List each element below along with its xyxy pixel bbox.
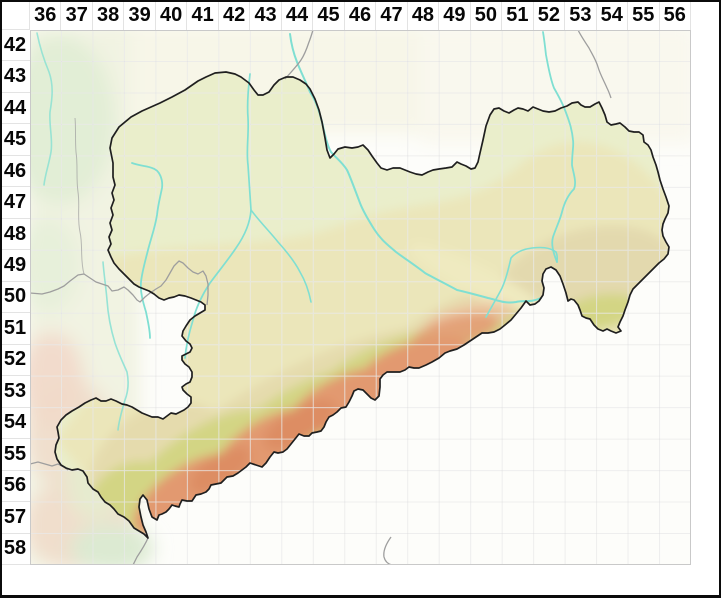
rivers xyxy=(36,31,576,431)
column-label-47: 47 xyxy=(376,0,408,30)
row-label-43: 43 xyxy=(0,61,30,93)
column-label-42: 42 xyxy=(219,0,251,30)
column-label-46: 46 xyxy=(345,0,377,30)
row-label-42: 42 xyxy=(0,30,30,62)
column-label-51: 51 xyxy=(502,0,534,30)
border-czech-curve xyxy=(383,536,393,565)
column-label-49: 49 xyxy=(439,0,471,30)
column-label-50: 50 xyxy=(471,0,503,30)
border-anhalt-north xyxy=(74,117,85,275)
row-label-49: 49 xyxy=(0,250,30,282)
row-label-58: 58 xyxy=(0,534,30,565)
column-label-45: 45 xyxy=(313,0,345,30)
row-label-55: 55 xyxy=(0,439,30,471)
column-label-48: 48 xyxy=(408,0,440,30)
row-label-50: 50 xyxy=(0,282,30,314)
column-label-41: 41 xyxy=(187,0,219,30)
column-label-37: 37 xyxy=(61,0,93,30)
column-label-36: 36 xyxy=(30,0,62,30)
column-header-band: 36 37 38 39 40 41 42 43 44 45 46 47 48 49 50 51 52 53 54 55… xyxy=(0,0,721,30)
longitude-band: 12°13°14°15° xyxy=(0,565,721,598)
border-brandenburg-branch xyxy=(284,30,314,80)
map-area-frame xyxy=(30,30,691,565)
column-label-39: 39 xyxy=(124,0,156,30)
row-label-45: 45 xyxy=(0,124,30,156)
river-northwest-outside xyxy=(36,32,53,186)
river-mulde-east xyxy=(250,209,312,303)
row-label-53: 53 xyxy=(0,376,30,408)
river-lusatia-branch xyxy=(485,246,559,318)
row-label-44: 44 xyxy=(0,93,30,125)
row-label-46: 46 xyxy=(0,156,30,188)
column-label-40: 40 xyxy=(156,0,188,30)
row-label-48: 48 xyxy=(0,219,30,251)
river-thuringia-outside xyxy=(102,261,129,431)
column-label-52: 52 xyxy=(534,0,566,30)
river-elster-leipzig xyxy=(131,162,164,339)
state-borders-grey xyxy=(30,30,612,565)
row-label-52: 52 xyxy=(0,345,30,377)
relief-map-canvas[interactable] xyxy=(30,30,691,565)
column-label-56: 56 xyxy=(660,0,691,30)
border-thuringia-anhalt xyxy=(30,260,209,306)
column-label-44: 44 xyxy=(282,0,314,30)
river-spree xyxy=(542,31,576,263)
row-header-band: 42 43 44 45 46 47 48 49 50 51 52 53 54 55 56 57 58 xyxy=(0,30,30,565)
river-elbe xyxy=(289,33,542,304)
column-label-38: 38 xyxy=(93,0,125,30)
column-label-53: 53 xyxy=(565,0,597,30)
row-label-51: 51 xyxy=(0,313,30,345)
row-label-47: 47 xyxy=(0,187,30,219)
row-label-56: 56 xyxy=(0,471,30,503)
row-label-57: 57 xyxy=(0,502,30,534)
column-label-54: 54 xyxy=(597,0,629,30)
border-czech-tip xyxy=(132,537,149,565)
latitude-band: 51° xyxy=(691,30,721,565)
border-neisse-north xyxy=(577,30,612,99)
column-label-43: 43 xyxy=(250,0,282,30)
corner-cell xyxy=(0,0,30,30)
column-label-55: 55 xyxy=(628,0,660,30)
row-label-54: 54 xyxy=(0,408,30,440)
